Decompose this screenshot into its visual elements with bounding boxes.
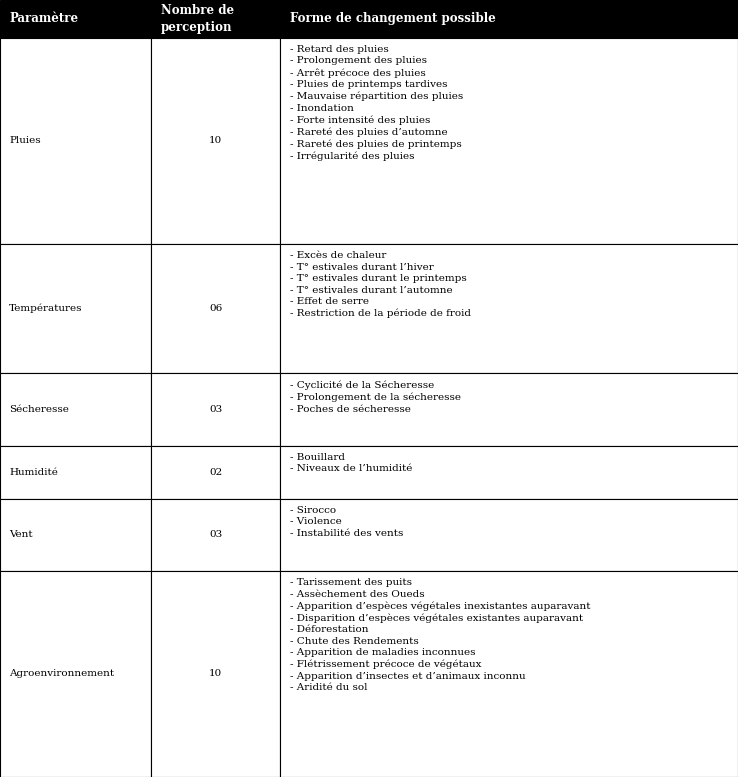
Text: 02: 02 — [210, 468, 222, 476]
Text: Vent: Vent — [10, 530, 33, 539]
Bar — [0, 244, 151, 374]
Text: Pluies: Pluies — [10, 136, 41, 145]
Bar — [151, 445, 280, 499]
Text: 06: 06 — [210, 304, 222, 313]
Bar — [151, 244, 280, 374]
Text: - Excès de chaleur
- T° estivales durant l’hiver
- T° estivales durant le printe: - Excès de chaleur - T° estivales durant… — [290, 251, 471, 318]
Bar — [151, 37, 280, 244]
Text: 10: 10 — [210, 670, 222, 678]
Bar — [0, 374, 151, 445]
Text: Paramètre: Paramètre — [10, 12, 78, 26]
Text: - Retard des pluies
- Prolongement des pluies
- Arrêt précoce des pluies
- Pluie: - Retard des pluies - Prolongement des p… — [290, 45, 463, 161]
Text: Forme de changement possible: Forme de changement possible — [290, 12, 495, 26]
Bar — [280, 445, 738, 499]
Text: - Cyclicité de la Sécheresse
- Prolongement de la sécheresse
- Poches de séchere: - Cyclicité de la Sécheresse - Prolongem… — [290, 381, 461, 414]
Text: Températures: Températures — [10, 304, 83, 313]
Text: 03: 03 — [210, 405, 222, 414]
Bar — [0, 0, 151, 37]
Text: - Bouillard
- Niveaux de l’humidité: - Bouillard - Niveaux de l’humidité — [290, 453, 412, 473]
Bar — [0, 445, 151, 499]
Bar — [0, 571, 151, 777]
Bar — [151, 374, 280, 445]
Text: Sécheresse: Sécheresse — [10, 405, 69, 414]
Bar — [280, 374, 738, 445]
Bar — [280, 0, 738, 37]
Text: Agroenvironnement: Agroenvironnement — [10, 670, 114, 678]
Bar — [280, 571, 738, 777]
Text: 10: 10 — [210, 136, 222, 145]
Bar — [0, 499, 151, 571]
Bar — [151, 571, 280, 777]
Text: 03: 03 — [210, 530, 222, 539]
Bar — [280, 499, 738, 571]
Bar — [280, 244, 738, 374]
Bar — [151, 499, 280, 571]
Text: - Tarissement des puits
- Assèchement des Oueds
- Apparition d’espèces végétales: - Tarissement des puits - Assèchement de… — [290, 578, 590, 692]
Text: - Sirocco
- Violence
- Instabilité des vents: - Sirocco - Violence - Instabilité des v… — [290, 506, 403, 538]
Bar — [151, 0, 280, 37]
Bar — [280, 37, 738, 244]
Text: Humidité: Humidité — [10, 468, 58, 476]
Bar — [0, 37, 151, 244]
Text: Nombre de
perception: Nombre de perception — [161, 4, 234, 33]
